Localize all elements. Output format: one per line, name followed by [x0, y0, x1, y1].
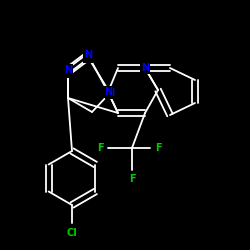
Text: Cl: Cl — [66, 228, 78, 238]
Text: N: N — [64, 67, 72, 77]
Text: N: N — [104, 87, 112, 97]
Text: N: N — [64, 65, 72, 75]
Text: N: N — [106, 88, 114, 98]
Text: F: F — [155, 143, 161, 153]
Text: N: N — [84, 50, 92, 60]
Text: N: N — [84, 52, 92, 62]
Text: F: F — [97, 143, 103, 153]
Text: F: F — [129, 174, 135, 184]
Text: N: N — [141, 63, 149, 73]
